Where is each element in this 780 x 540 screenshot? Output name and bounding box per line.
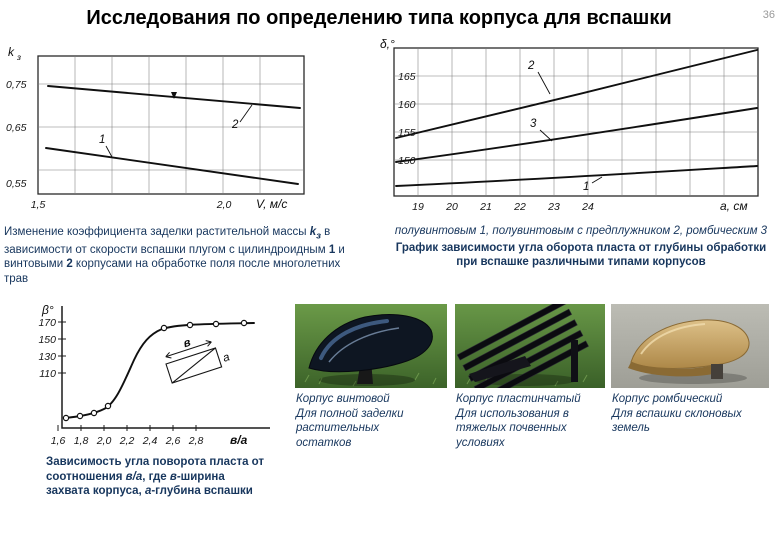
svg-text:19: 19: [412, 201, 424, 213]
k3-y-axis-label-sub: з: [16, 52, 21, 62]
svg-text:21: 21: [479, 201, 492, 213]
delta-caption-series: полувинтовым 1, полувинтовым с предплужн…: [394, 225, 768, 237]
grass-texture: [304, 372, 437, 387]
metal-highlight: [319, 319, 389, 360]
y-tick-labels: 0,75 0,65 0,55: [6, 79, 27, 190]
delta-y-axis-label: δ,°: [380, 37, 395, 51]
x-tick-labels: 1,5 2,0 V, м/с: [31, 197, 288, 211]
svg-text:2,2: 2,2: [119, 435, 135, 447]
beta-y-axis-label: β°: [41, 303, 54, 317]
grid-lines: [38, 56, 304, 194]
page-number: 36: [762, 9, 775, 21]
curve-label-2: 2: [231, 119, 239, 131]
photo3-desc: Для вспашки склоновых земель: [612, 407, 742, 435]
svg-text:160: 160: [398, 99, 416, 111]
svg-text:24: 24: [581, 201, 594, 213]
inset-width-label: в: [182, 337, 192, 351]
moldboard-shape: [308, 314, 433, 373]
photo1-caption: Корпус винтовой Для полной заделки расти…: [296, 392, 422, 451]
stand: [711, 364, 723, 379]
svg-text:0,65: 0,65: [6, 122, 27, 134]
svg-text:2,4: 2,4: [142, 435, 158, 447]
slats: [456, 304, 589, 388]
series-rhombic: 3: [395, 107, 758, 163]
curve-label-1: 1: [99, 134, 105, 146]
delta-caption-title: График зависимости угла оборота пласта о…: [395, 241, 767, 269]
svg-text:1,6: 1,6: [51, 435, 66, 447]
series-cylindroid-line: 1: [45, 134, 299, 185]
highlight: [640, 323, 706, 355]
k3-speed-chart: k з 0,75 0,65 0,55 1,5 2,0 V, м/с 2 1: [6, 45, 305, 211]
y-tick-labels: 170 150 130 110: [38, 317, 56, 380]
series-screw-line: 2: [47, 85, 301, 131]
delta-chart-caption: полувинтовым 1, полувинтовым с предплужн…: [390, 224, 772, 270]
svg-text:20: 20: [445, 201, 458, 213]
curve-label-1: 1: [583, 181, 589, 193]
k3-symbol: kз: [309, 226, 321, 242]
k3-y-axis-label: k: [8, 45, 15, 59]
photo1-title: Корпус винтовой: [296, 393, 390, 405]
photo-screw-body: [295, 304, 447, 388]
slice-inset-diagram: в а: [165, 337, 231, 384]
axis-ticks: [57, 321, 197, 431]
svg-text:165: 165: [398, 71, 416, 83]
svg-text:0,55: 0,55: [6, 178, 27, 190]
photo3-title: Корпус ромбический: [612, 393, 723, 405]
svg-text:170: 170: [38, 317, 56, 329]
svg-text:22: 22: [513, 201, 526, 213]
svg-text:2,6: 2,6: [165, 435, 181, 447]
svg-text:2,0: 2,0: [216, 199, 232, 211]
beta-chart-caption: Зависимость угла поворота пласта от соот…: [46, 456, 265, 498]
moldboard-shape: [630, 319, 750, 369]
svg-text:2,8: 2,8: [188, 435, 204, 447]
svg-text:0,75: 0,75: [6, 79, 27, 91]
x-tick-labels: 19 20 21 22 23 24 а, см: [412, 199, 747, 213]
chart-frame: [393, 47, 759, 197]
photo3-caption: Корпус ромбический Для вспашки склоновых…: [612, 392, 762, 436]
metal-highlight-thin: [328, 327, 400, 363]
svg-text:150: 150: [38, 334, 56, 346]
svg-text:110: 110: [39, 368, 56, 380]
svg-text:1,8: 1,8: [74, 435, 89, 447]
curve-label-2: 2: [527, 60, 535, 72]
chart-frame: [37, 55, 305, 195]
beta-curve: [62, 319, 255, 422]
svg-text:2,0: 2,0: [96, 435, 112, 447]
delta-depth-chart: δ,° 165 160 155 150 19 20 21 22 23 24 а,…: [380, 37, 759, 213]
grid-lines: [394, 48, 758, 196]
grass-texture: [466, 374, 588, 387]
chart-axes: [61, 306, 270, 429]
k3-chart-caption: Изменение коэффициента заделки раститель…: [4, 226, 345, 285]
x-tick-labels: 1,6 1,8 2,0 2,2 2,4 2,6 2,8 в/а: [51, 433, 248, 447]
photo-rhombic-body: [611, 304, 769, 388]
delta-x-axis-label: а, см: [720, 199, 748, 213]
photo1-desc: Для полной заделки растительных остатков: [296, 407, 404, 450]
svg-text:23: 23: [547, 201, 560, 213]
photo2-title: Корпус пластинчатый: [456, 393, 581, 405]
photo2-desc: Для использования в тяжелых почвенных ус…: [456, 407, 569, 450]
series-semi-screw: 1: [395, 165, 758, 193]
bottom-edge: [628, 362, 719, 377]
beta-x-axis-label: в/а: [230, 433, 248, 447]
page-title: Исследования по определению типа корпуса…: [86, 7, 672, 29]
photo-slat-body: [455, 304, 605, 388]
svg-text:1,5: 1,5: [31, 199, 46, 211]
curve-label-3: 3: [530, 118, 537, 130]
photo2-caption: Корпус пластинчатый Для использования в …: [456, 392, 592, 451]
y-tick-labels: 165 160 155 150: [398, 71, 416, 167]
inset-depth-label: а: [221, 351, 231, 364]
ploughshare: [469, 356, 531, 382]
svg-text:130: 130: [38, 351, 56, 363]
series-semi-screw-prelplough: 2: [395, 49, 758, 139]
stand: [571, 340, 578, 382]
beta-ratio-chart: β° 170 150 130 110 1,6 1,8 2,0 2,2 2,4 2…: [38, 303, 270, 447]
k3-x-axis-label: V, м/с: [256, 197, 287, 211]
